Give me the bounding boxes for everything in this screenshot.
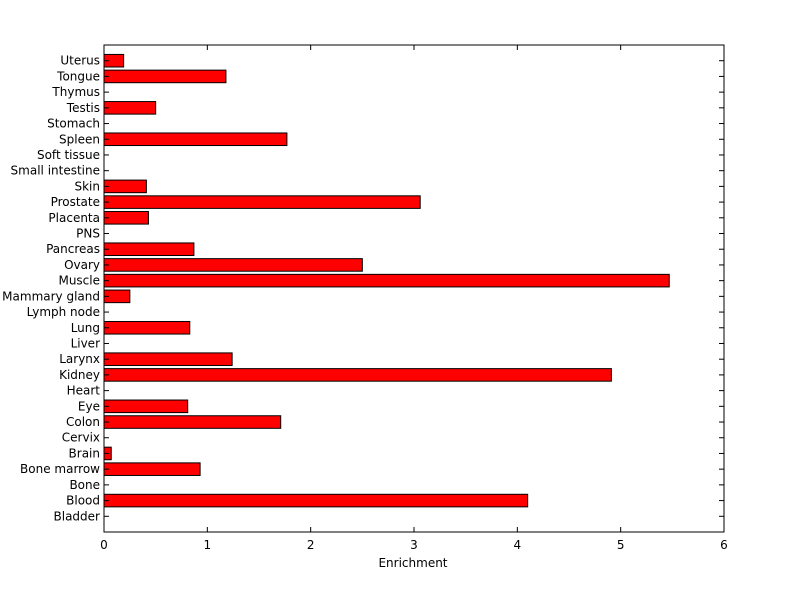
x-axis-label: Enrichment — [378, 556, 447, 570]
x-tick-label: 3 — [410, 538, 418, 552]
plot-frame — [103, 44, 725, 533]
x-tick-label: 1 — [204, 538, 212, 552]
ticks-group — [103, 45, 725, 532]
y-tick-label: Bone marrow — [20, 462, 100, 476]
y-tick-label: Brain — [69, 446, 100, 460]
y-tick-label: Heart — [67, 384, 101, 398]
x-tick-label: 5 — [617, 538, 625, 552]
bar-skin — [103, 179, 147, 194]
bar-larynx — [103, 352, 233, 366]
bar-muscle — [103, 273, 670, 288]
y-tick-label: Bone — [69, 478, 100, 492]
x-tick-label: 6 — [720, 538, 728, 552]
x-tick-label: 4 — [514, 538, 522, 552]
y-tick-label: Lymph node — [27, 305, 100, 319]
y-tick-label: Eye — [78, 399, 100, 413]
y-tick-label: Colon — [66, 415, 100, 429]
y-tick-label: Uterus — [60, 54, 100, 68]
bar-testis — [103, 101, 157, 115]
x-tick-label: 2 — [307, 538, 315, 552]
y-tick-label: Placenta — [48, 211, 100, 225]
bar-tongue — [103, 69, 227, 84]
bar-blood — [103, 493, 529, 508]
y-tick-label: Pancreas — [46, 242, 100, 256]
bar-lung — [103, 320, 191, 335]
plot-area — [104, 45, 724, 532]
y-tick-label: PNS — [76, 227, 100, 241]
y-tick-label: Soft tissue — [37, 148, 100, 162]
y-tick-label: Small intestine — [11, 164, 100, 178]
bar-colon — [103, 415, 282, 429]
y-tick-label: Cervix — [62, 431, 100, 445]
y-tick-label: Blood — [66, 494, 100, 508]
bar-placenta — [103, 211, 149, 225]
bar-kidney — [103, 368, 612, 382]
bar-spleen — [103, 132, 288, 147]
y-tick-label: Kidney — [59, 368, 100, 382]
y-tick-label: Thymus — [51, 85, 100, 99]
y-tick-label: Mammary gland — [2, 289, 100, 303]
bar-ovary — [103, 258, 363, 272]
bar-pancreas — [103, 242, 195, 257]
y-tick-label: Skin — [74, 179, 100, 193]
y-tick-label: Larynx — [59, 352, 100, 366]
y-tick-label: Muscle — [58, 274, 100, 288]
y-tick-label: Prostate — [51, 195, 100, 209]
bar-bone-marrow — [103, 462, 201, 476]
y-tick-label: Lung — [71, 321, 100, 335]
y-tick-label: Spleen — [59, 132, 100, 146]
bar-prostate — [103, 195, 421, 209]
y-tick-label: Testis — [66, 101, 100, 115]
y-tick-label: Bladder — [54, 509, 101, 523]
x-tick-labels: 0 1 2 3 4 5 6 — [100, 538, 728, 552]
bar-eye — [103, 399, 189, 414]
y-tick-label: Tongue — [56, 69, 100, 83]
y-tick-label: Ovary — [64, 258, 100, 272]
bars-group — [103, 53, 670, 508]
x-tick-label: 0 — [100, 538, 108, 552]
y-tick-label: Liver — [71, 336, 101, 350]
y-tick-label: Stomach — [47, 117, 100, 131]
